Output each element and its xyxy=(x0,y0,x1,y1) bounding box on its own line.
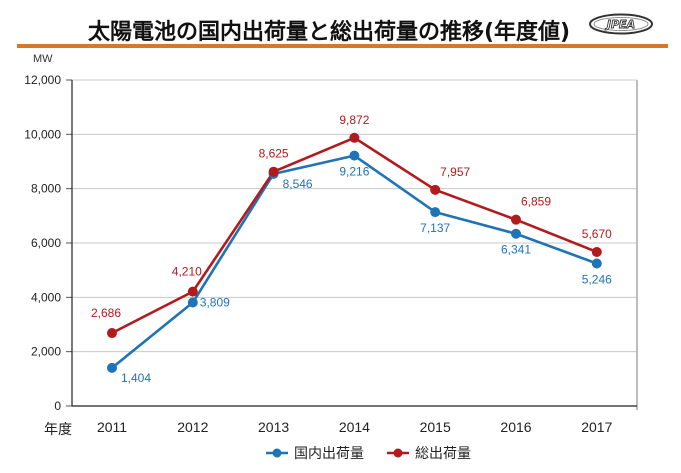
legend-label-1: 総出荷量 xyxy=(415,446,471,462)
data-label: 7,957 xyxy=(440,165,470,179)
y-tick-label: 6,000 xyxy=(31,236,61,250)
legend-marker-1 xyxy=(393,448,403,458)
data-point xyxy=(107,362,117,373)
x-tick-label: 2016 xyxy=(500,419,531,435)
data-label: 6,859 xyxy=(521,195,551,209)
data-point xyxy=(591,246,602,257)
x-tick-label: 2017 xyxy=(581,419,612,435)
legend-label-0: 国内出荷量 xyxy=(294,446,364,462)
data-point xyxy=(268,166,279,177)
data-point xyxy=(430,207,441,218)
y-tick-label: 10,000 xyxy=(24,127,61,141)
data-label: 6,341 xyxy=(501,243,531,257)
x-axis-label: 年度 xyxy=(44,422,72,438)
y-axis-unit: MW xyxy=(33,53,53,65)
y-tick-label: 2,000 xyxy=(31,345,61,359)
data-labels: 1,404 3,809 8,546 9,216 7,137 6,341 5,246 2,686… xyxy=(91,113,612,385)
data-label: 8,625 xyxy=(259,147,289,161)
data-point xyxy=(430,184,441,195)
data-label: 4,210 xyxy=(172,265,202,279)
y-tick-label: 0 xyxy=(54,399,61,413)
x-tick-label: 2012 xyxy=(177,419,208,435)
data-label: 5,246 xyxy=(582,272,612,286)
data-label: 8,546 xyxy=(283,177,313,191)
x-tick-labels: 2011 2012 2013 2014 2015 2016 2017 年度 xyxy=(44,419,613,438)
x-tick-label: 2013 xyxy=(258,419,289,435)
data-point xyxy=(511,214,521,225)
data-label: 7,137 xyxy=(420,221,450,235)
data-point xyxy=(591,258,602,269)
legend-marker-0 xyxy=(272,448,282,458)
series-group xyxy=(107,132,602,373)
x-tick-label: 2015 xyxy=(420,419,451,435)
data-point xyxy=(107,328,117,339)
data-label: 9,872 xyxy=(339,113,369,127)
data-point xyxy=(349,132,360,143)
y-tick-labels: 0 2,000 4,000 6,000 8,000 10,000 12,000 xyxy=(24,73,61,413)
title-underline xyxy=(17,44,668,48)
x-tick-label: 2014 xyxy=(339,419,370,435)
data-label: 5,670 xyxy=(582,227,612,241)
data-point xyxy=(511,228,521,239)
data-label: 3,809 xyxy=(200,296,230,310)
logo-text: JPEA xyxy=(605,18,635,31)
data-label: 2,686 xyxy=(91,306,121,320)
legend: 国内出荷量 総出荷量 xyxy=(266,446,471,462)
data-point xyxy=(187,286,198,297)
series-line-0 xyxy=(111,154,598,369)
data-label: 1,404 xyxy=(121,371,151,385)
data-label: 9,216 xyxy=(339,165,369,179)
y-tick-label: 4,000 xyxy=(31,290,61,304)
data-point xyxy=(349,150,360,161)
gridlines xyxy=(72,79,637,353)
axes xyxy=(66,79,638,410)
x-tick-label: 2011 xyxy=(97,419,127,435)
data-point xyxy=(187,297,198,308)
y-tick-label: 8,000 xyxy=(31,182,61,196)
jpea-logo: JPEA xyxy=(589,13,653,35)
y-tick-label: 12,000 xyxy=(24,73,61,87)
chart-title: 太陽電池の国内出荷量と総出荷量の推移(年度値) xyxy=(88,20,571,45)
